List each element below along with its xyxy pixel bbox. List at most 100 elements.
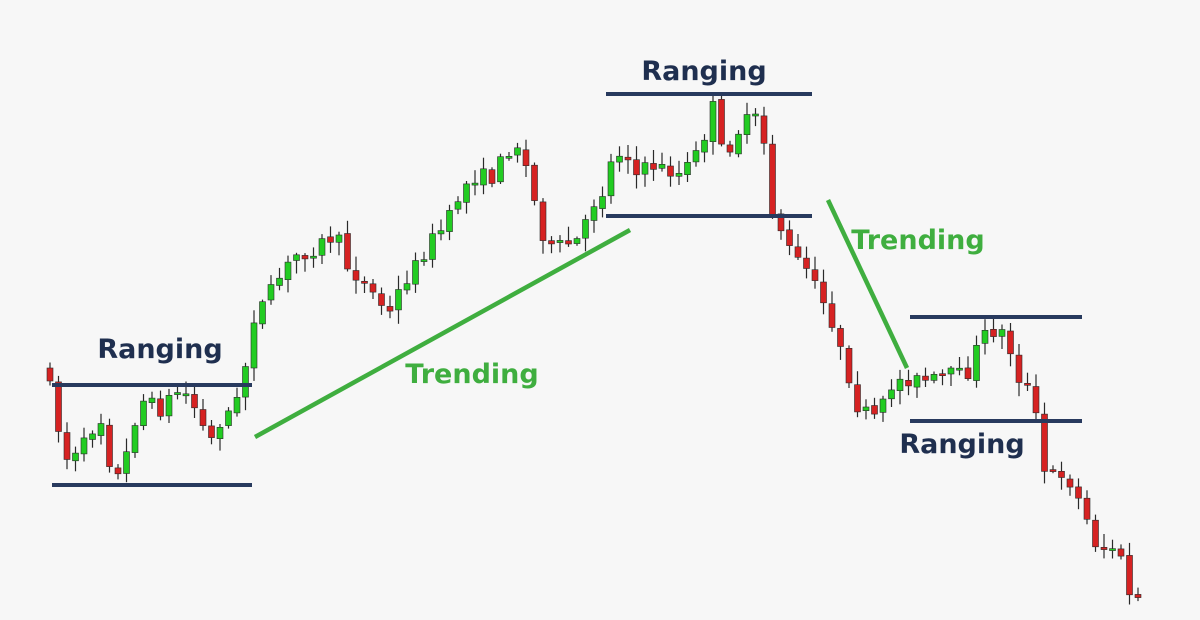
candle-body-up <box>437 230 445 235</box>
candle <box>191 386 198 418</box>
candle <box>1007 323 1014 367</box>
candle-body-up <box>582 219 589 239</box>
candle-body-down <box>769 143 776 217</box>
candle-body-up <box>607 161 615 197</box>
candle <box>250 310 258 381</box>
candle-body-down <box>718 99 725 145</box>
candle-body-up <box>412 260 419 285</box>
candle-body-down <box>633 159 640 176</box>
candle-body-down <box>352 270 360 281</box>
candle <box>352 256 360 294</box>
candle-body-down <box>157 398 164 417</box>
downtrend-line <box>825 199 910 369</box>
candle-body-down <box>378 293 385 306</box>
candle-body-up <box>97 423 105 436</box>
candle-body-down <box>1032 386 1040 414</box>
candle <box>1041 402 1048 484</box>
candle <box>828 291 836 332</box>
candle-body-up <box>505 156 513 159</box>
candle <box>1049 465 1057 474</box>
candle <box>46 362 54 386</box>
candle <box>63 422 71 470</box>
candle <box>1109 539 1116 559</box>
candle <box>497 153 504 184</box>
candle <box>820 269 827 315</box>
candle <box>72 446 79 472</box>
candle-body-up <box>675 173 683 177</box>
candle-body-up <box>641 162 649 175</box>
candle-body-down <box>871 405 878 415</box>
candle-body-down <box>650 163 657 170</box>
trending-label-2: Trending <box>851 225 984 256</box>
candle <box>395 275 402 324</box>
candle-body-down <box>845 347 853 384</box>
candle <box>539 198 547 254</box>
candle-body-up <box>752 113 759 117</box>
candle-body-up <box>293 254 300 261</box>
candle <box>752 108 759 127</box>
candle-body-down <box>539 201 547 241</box>
candle <box>633 146 640 189</box>
candle-body-down <box>522 149 530 167</box>
candle-body-down <box>55 381 62 432</box>
candle <box>531 162 538 206</box>
candle <box>845 345 853 388</box>
candle-body-down <box>1100 546 1108 550</box>
candle-body-down <box>1024 382 1031 386</box>
candle-body-up <box>1109 548 1116 551</box>
candle <box>794 234 802 260</box>
candle <box>1058 461 1065 490</box>
candle-body-down <box>624 156 632 161</box>
candle-body-down <box>786 229 793 246</box>
candle-body-up <box>429 233 436 260</box>
candle-body-up <box>471 182 479 186</box>
candle <box>675 160 683 185</box>
candle <box>471 170 479 196</box>
candle-body-down <box>1007 330 1014 355</box>
candle <box>1083 490 1091 525</box>
candle <box>89 430 96 448</box>
ranging-label-3: Ranging <box>899 429 1024 460</box>
candle <box>420 251 428 266</box>
candle-body-up <box>956 367 963 371</box>
candle <box>973 335 980 388</box>
candle-body-down <box>1126 555 1133 596</box>
candle-body-up <box>89 433 96 440</box>
candle <box>318 234 326 264</box>
candle-body-down <box>1058 470 1065 478</box>
candle <box>837 324 844 360</box>
candle <box>361 276 368 293</box>
candle <box>293 252 300 274</box>
candle <box>1024 372 1031 391</box>
candle <box>1092 514 1099 552</box>
candle-body-up <box>573 238 581 244</box>
candle <box>548 236 555 254</box>
candle <box>556 235 564 253</box>
candle-body-up <box>879 398 887 413</box>
candle <box>327 226 334 253</box>
candle <box>216 424 224 451</box>
candle <box>650 150 657 181</box>
candle <box>888 379 895 407</box>
candle-body-up <box>743 114 751 136</box>
candle-body-down <box>344 233 351 270</box>
candle <box>743 102 751 144</box>
candle <box>582 214 589 252</box>
candle <box>106 418 113 473</box>
candle-body-down <box>1117 548 1125 557</box>
candle <box>454 196 462 215</box>
candle <box>522 139 530 177</box>
candle <box>429 223 436 268</box>
candle <box>760 106 768 155</box>
candle <box>225 407 232 429</box>
candle-body-down <box>1041 413 1048 472</box>
candle-body-down <box>667 165 674 177</box>
candle-body-up <box>420 259 428 262</box>
candle <box>1126 542 1133 605</box>
candle <box>769 134 776 219</box>
candle-body-up <box>684 162 691 176</box>
candle-body-up <box>998 329 1006 337</box>
candle <box>658 152 666 172</box>
candle <box>1075 478 1082 510</box>
candle <box>208 420 215 445</box>
